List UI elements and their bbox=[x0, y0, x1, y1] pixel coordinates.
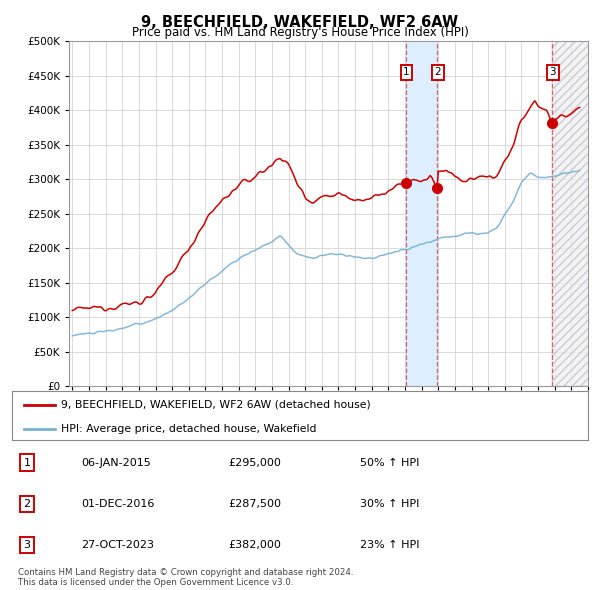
Text: 06-JAN-2015: 06-JAN-2015 bbox=[81, 458, 151, 467]
Text: 2: 2 bbox=[434, 67, 441, 77]
Text: 50% ↑ HPI: 50% ↑ HPI bbox=[360, 458, 419, 467]
Text: 2: 2 bbox=[23, 499, 31, 509]
Text: Price paid vs. HM Land Registry's House Price Index (HPI): Price paid vs. HM Land Registry's House … bbox=[131, 26, 469, 39]
Text: 23% ↑ HPI: 23% ↑ HPI bbox=[360, 540, 419, 550]
Text: £295,000: £295,000 bbox=[228, 458, 281, 467]
Text: 30% ↑ HPI: 30% ↑ HPI bbox=[360, 499, 419, 509]
Text: £287,500: £287,500 bbox=[228, 499, 281, 509]
Text: 3: 3 bbox=[23, 540, 31, 550]
Text: 1: 1 bbox=[403, 67, 410, 77]
Text: £382,000: £382,000 bbox=[228, 540, 281, 550]
Text: 9, BEECHFIELD, WAKEFIELD, WF2 6AW: 9, BEECHFIELD, WAKEFIELD, WF2 6AW bbox=[142, 15, 458, 30]
Text: Contains HM Land Registry data © Crown copyright and database right 2024.
This d: Contains HM Land Registry data © Crown c… bbox=[18, 568, 353, 587]
Text: 27-OCT-2023: 27-OCT-2023 bbox=[81, 540, 154, 550]
Text: 3: 3 bbox=[550, 67, 556, 77]
Bar bbox=[552, 41, 596, 386]
Text: 9, BEECHFIELD, WAKEFIELD, WF2 6AW (detached house): 9, BEECHFIELD, WAKEFIELD, WF2 6AW (detac… bbox=[61, 399, 371, 409]
Text: 1: 1 bbox=[23, 458, 31, 467]
Text: 01-DEC-2016: 01-DEC-2016 bbox=[81, 499, 154, 509]
Bar bbox=[406, 41, 437, 386]
Text: HPI: Average price, detached house, Wakefield: HPI: Average price, detached house, Wake… bbox=[61, 424, 316, 434]
